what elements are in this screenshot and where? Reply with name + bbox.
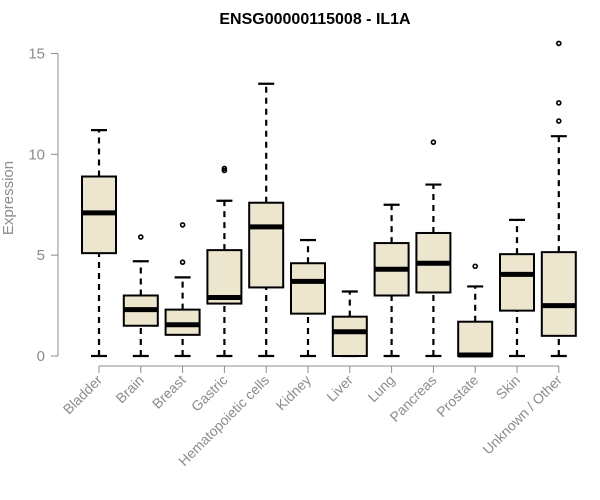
box-breast [164,308,201,336]
outlier-point [221,165,228,172]
box-hematopoietic-cells [248,201,285,289]
outlier-point [555,118,562,124]
outlier-point [472,263,479,270]
x-tick-label: Prostate [433,372,481,420]
chart-title: ENSG00000115008 - IL1A [219,11,411,28]
box-gastric [206,249,243,305]
x-tick-label: Liver [323,372,356,405]
box-prostate [457,320,494,358]
y-tick-label: 15 [28,46,45,63]
x-tick-label: Unknown / Other [479,372,565,458]
outlier-point [555,100,562,106]
x-tick-label: Lung [364,372,397,405]
outlier-point [430,139,437,146]
outlier-point [179,222,186,228]
y-tick-label: 10 [28,146,45,163]
outlier-point [555,40,562,47]
x-tick-label: Skin [493,372,524,403]
outlier-point [138,234,144,240]
y-tick-label: 5 [37,247,45,264]
x-tick-label: Bladder [60,372,106,418]
y-tick-label: 0 [37,348,45,365]
x-tick-label: Breast [149,372,189,412]
box-liver [331,315,368,357]
box-unknown-other [540,251,577,337]
outlier-point [221,167,228,174]
box-skin [499,253,535,312]
box-kidney [290,262,326,315]
x-tick-label: Brain [112,372,146,406]
outlier-point [179,259,186,266]
y-axis-label: Expression [0,161,17,235]
x-tick-label: Kidney [273,372,315,414]
